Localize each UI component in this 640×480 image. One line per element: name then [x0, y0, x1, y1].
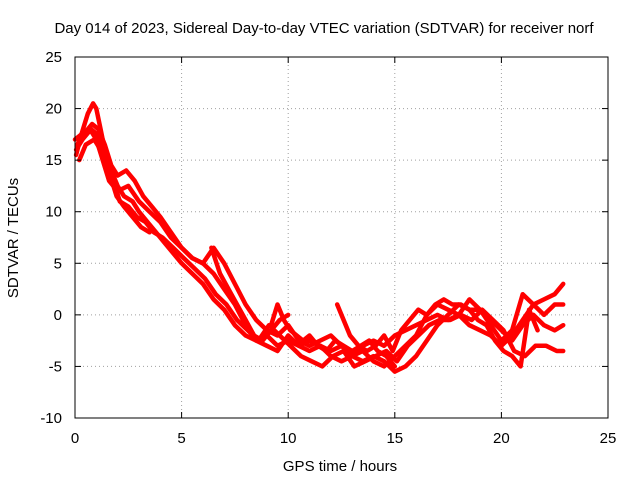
tick-layer: 0 5 10 15 20 25 -10 -5 0 5 10 15 20 25 [40, 49, 616, 447]
y-axis-label: SDTVAR / TECUs [5, 178, 22, 298]
series-line-track-7 [268, 302, 398, 369]
y-tick-label: 5 [54, 255, 62, 272]
x-tick-label: 5 [177, 430, 185, 447]
x-axis-label: GPS time / hours [283, 458, 397, 475]
series-line-track-4 [77, 137, 566, 369]
x-tick-label: 20 [493, 430, 510, 447]
x-tick-label: 15 [386, 430, 403, 447]
x-tick-label: 25 [600, 430, 617, 447]
x-tick-label: 10 [280, 430, 297, 447]
plot-frame [74, 56, 609, 419]
series-line-track-8 [209, 245, 291, 343]
series-line-track-6 [334, 297, 540, 369]
y-tick-label: 0 [54, 307, 62, 324]
x-tick-label: 0 [71, 430, 79, 447]
y-tick-label: -5 [49, 358, 62, 375]
y-tick-label: 10 [45, 204, 62, 221]
y-tick-label: -10 [40, 410, 62, 427]
y-tick-label: 20 [45, 101, 62, 118]
series-layer [72, 101, 566, 374]
y-tick-label: 15 [45, 152, 62, 169]
chart-title: Day 014 of 2023, Sidereal Day-to-day VTE… [54, 20, 594, 37]
series-line-track-5 [73, 126, 152, 235]
y-tick-label: 25 [45, 49, 62, 66]
series-line-track-1 [73, 101, 566, 369]
